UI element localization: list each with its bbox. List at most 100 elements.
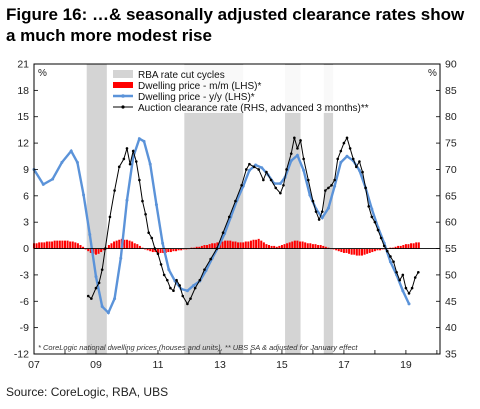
mm-bar: [268, 245, 271, 249]
mm-bar: [298, 241, 302, 249]
auction-point: [398, 278, 402, 282]
mm-bar: [138, 245, 141, 249]
plot-frame: [33, 63, 441, 355]
x-tick-label: 19: [400, 359, 412, 371]
auction-point: [392, 260, 395, 264]
mm-bar: [56, 240, 59, 249]
right-tick-label: 45: [445, 296, 457, 308]
auction-point: [404, 286, 408, 290]
yy-point: [106, 311, 110, 315]
mm-bar: [48, 241, 51, 249]
mm-bar: [51, 241, 54, 249]
mm-bar: [182, 248, 185, 250]
yy-point: [370, 207, 374, 211]
mm-bar: [317, 245, 320, 249]
legend-label: Auction clearance rate (RHS, advanced 3 …: [138, 103, 369, 114]
auction-point: [361, 170, 364, 174]
auction-point: [128, 162, 132, 166]
mm-bar: [149, 248, 152, 252]
legend-label: Dwelling price - y/y (LHS)*: [138, 92, 255, 103]
auction-point: [367, 205, 371, 208]
mm-bar: [239, 242, 242, 249]
mm-bar: [335, 248, 338, 251]
mm-bar: [193, 247, 196, 249]
left-tick-label: 15: [17, 111, 29, 123]
auction-point: [389, 255, 392, 258]
mm-bar: [133, 243, 136, 249]
mm-bar: [164, 248, 167, 253]
mm-bar: [125, 239, 128, 249]
axes: 21 18 15 12 9 6 3 0 -3 -6 -9 -12 90 85 80 75 70 65 60 55 50 4…: [14, 59, 457, 372]
mm-bar: [61, 240, 64, 249]
mm-bar: [89, 248, 92, 253]
yy-point: [333, 184, 337, 188]
mm-bar: [342, 248, 345, 253]
mm-bar: [229, 240, 232, 249]
auction-point: [147, 231, 150, 235]
mm-bar: [314, 244, 317, 249]
auction-point: [108, 215, 112, 219]
mm-bar: [206, 245, 209, 249]
mm-bar: [373, 248, 376, 252]
auction-point: [138, 178, 141, 182]
legend-box: [110, 65, 360, 113]
mm-bar: [410, 243, 413, 249]
yy-point: [88, 232, 92, 236]
x-tick-label: 17: [338, 359, 350, 371]
mm-bar: [118, 239, 121, 249]
auction-point: [144, 212, 147, 216]
mm-bar: [82, 246, 85, 249]
mm-bar: [180, 248, 183, 251]
mm-bar: [319, 245, 322, 249]
mm-bar: [84, 248, 87, 250]
auction-point: [150, 236, 154, 240]
mm-bar: [221, 241, 224, 249]
mm-bar: [360, 248, 363, 256]
mm-bar: [286, 243, 289, 249]
left-tick-label: -6: [20, 296, 29, 308]
mm-bar: [128, 240, 131, 249]
yy-point: [161, 241, 165, 245]
mm-bar: [275, 246, 278, 249]
auction-line: [87, 136, 419, 305]
mm-bar: [252, 239, 255, 249]
auction-point: [279, 191, 282, 195]
auction-point: [327, 186, 330, 190]
auction-point: [351, 157, 355, 161]
auction-point: [274, 186, 278, 190]
mm-bar: [260, 240, 263, 249]
mm-bar: [74, 242, 77, 249]
auction-point: [320, 210, 324, 213]
yy-point: [247, 168, 251, 172]
yy-point: [142, 139, 146, 143]
auction-point: [364, 186, 367, 190]
mm-bar: [304, 242, 307, 249]
yy-point: [295, 153, 299, 157]
auction-point: [125, 147, 129, 150]
yy-point: [308, 193, 312, 197]
yy-point: [289, 159, 293, 163]
auction-point: [234, 199, 237, 203]
auction-point: [181, 294, 185, 298]
auction-point: [169, 286, 172, 290]
mm-bar: [306, 243, 309, 249]
mm-bar: [107, 245, 110, 249]
mm-bar: [247, 241, 250, 249]
mm-bar: [296, 240, 299, 249]
auction-point: [165, 278, 169, 282]
auction-point: [306, 178, 310, 182]
auction-point: [282, 183, 285, 187]
auction-point: [141, 199, 144, 203]
auction-point: [203, 268, 206, 271]
yy-point: [278, 182, 282, 186]
mm-bar: [394, 246, 397, 249]
auction-point: [209, 257, 212, 261]
mm-bar: [195, 246, 198, 249]
mm-bar: [213, 243, 216, 249]
auction-point: [395, 270, 398, 274]
yy-point: [41, 182, 45, 186]
left-tick-label: 3: [23, 217, 29, 229]
mm-bar: [293, 240, 296, 249]
mm-bar: [102, 248, 105, 251]
right-tick-label: 35: [445, 349, 457, 361]
